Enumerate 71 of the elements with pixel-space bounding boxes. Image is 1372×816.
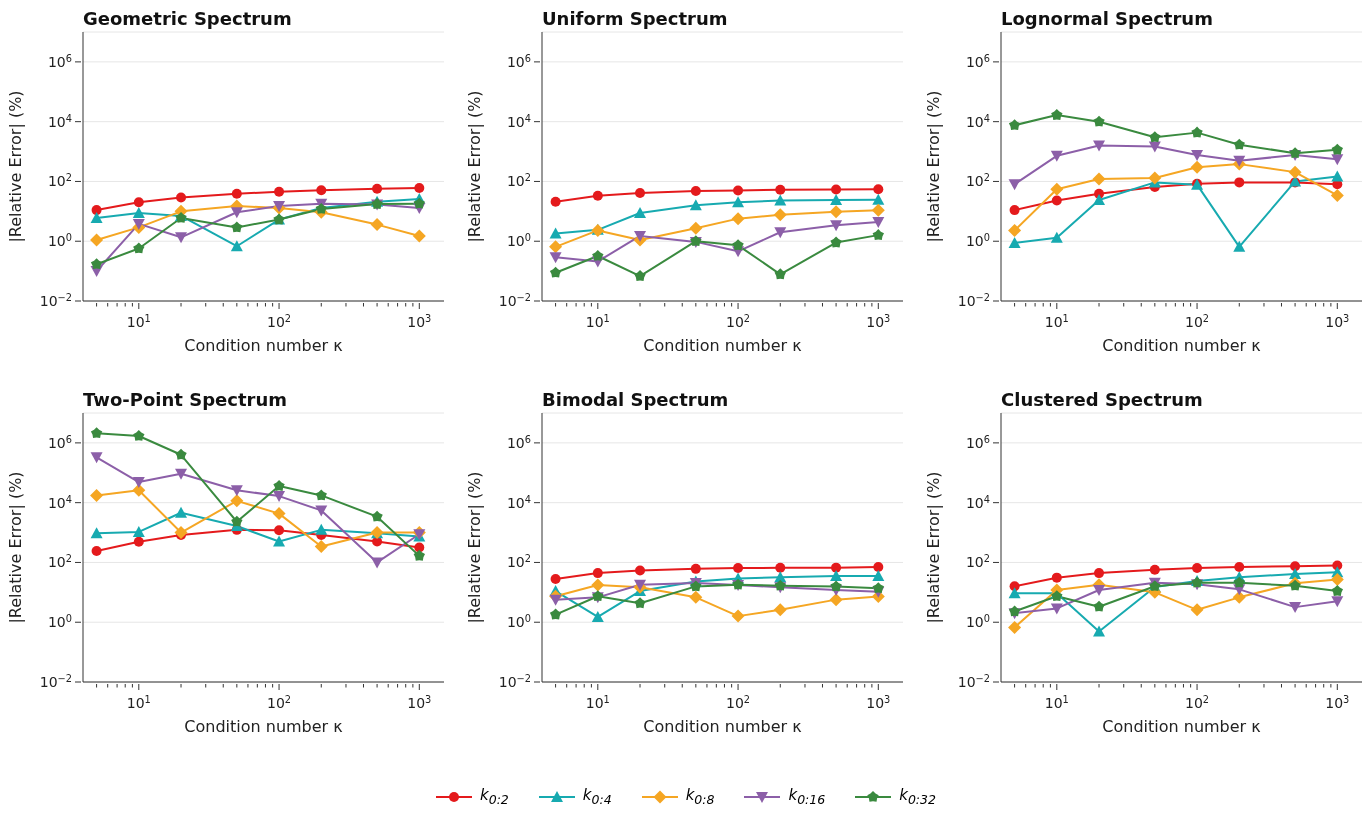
y-tick-label: 10$^{2}$ (965, 552, 990, 571)
legend-label: k$_{0:2}$ (480, 786, 509, 807)
y-tick-label: 10$^{0}$ (506, 612, 531, 631)
y-tick-label: 10$^{0}$ (47, 612, 72, 631)
x-tick-label: 10$^{3}$ (407, 312, 432, 330)
y-tick-label: 10$^{2}$ (506, 552, 531, 571)
y-axis-title: |Relative Error| (%) (923, 90, 943, 243)
y-tick-label: 10$^{−2}$ (498, 672, 531, 690)
x-tick-label: 10$^{2}$ (726, 312, 751, 330)
y-axis-title: |Relative Error| (%) (5, 90, 25, 243)
y-tick-label: 10$^{4}$ (965, 493, 990, 511)
y-tick-label: 10$^{4}$ (47, 493, 72, 511)
chart-title: Two-Point Spectrum (83, 389, 287, 410)
y-tick-label: 10$^{−2}$ (39, 672, 72, 690)
y-tick-label: 10$^{−2}$ (498, 291, 531, 309)
x-axis-title: Condition number κ (643, 717, 803, 736)
y-axis-title: |Relative Error| (%) (923, 471, 943, 624)
x-axis-title: Condition number κ (1102, 336, 1262, 355)
y-tick-label: 10$^{4}$ (47, 112, 72, 130)
x-axis-title: Condition number κ (184, 336, 344, 355)
y-tick-label: 10$^{6}$ (506, 433, 531, 451)
y-tick-label: 10$^{6}$ (965, 433, 990, 451)
x-tick-label: 10$^{1}$ (1044, 312, 1069, 330)
x-tick-label: 10$^{3}$ (407, 693, 432, 711)
legend-label: k$_{0:8}$ (685, 786, 715, 807)
y-tick-label: 10$^{0}$ (965, 231, 990, 250)
y-tick-label: 10$^{6}$ (47, 52, 72, 70)
x-tick-label: 10$^{1}$ (1044, 693, 1069, 711)
x-tick-label: 10$^{3}$ (866, 693, 891, 711)
x-axis-title: Condition number κ (643, 336, 803, 355)
y-tick-label: 10$^{4}$ (506, 112, 531, 130)
x-tick-label: 10$^{2}$ (267, 693, 292, 711)
y-tick-label: 10$^{2}$ (965, 171, 990, 190)
chart-title: Clustered Spectrum (1001, 389, 1203, 410)
y-tick-label: 10$^{4}$ (965, 112, 990, 130)
chart-title: Bimodal Spectrum (542, 389, 729, 410)
x-tick-label: 10$^{3}$ (1325, 312, 1350, 330)
y-tick-label: 10$^{2}$ (506, 171, 531, 190)
y-tick-label: 10$^{4}$ (506, 493, 531, 511)
x-axis-title: Condition number κ (1102, 717, 1262, 736)
y-tick-label: 10$^{0}$ (47, 231, 72, 250)
legend-label: k$_{0:4}$ (582, 786, 612, 807)
chart-title: Uniform Spectrum (542, 8, 728, 29)
x-tick-label: 10$^{1}$ (126, 312, 151, 330)
chart-title: Lognormal Spectrum (1001, 8, 1213, 29)
x-tick-label: 10$^{1}$ (585, 312, 610, 330)
y-tick-label: 10$^{0}$ (506, 231, 531, 250)
y-axis-title: |Relative Error| (%) (464, 90, 484, 243)
x-tick-label: 10$^{2}$ (1185, 312, 1210, 330)
x-tick-label: 10$^{3}$ (866, 312, 891, 330)
chart-title: Geometric Spectrum (83, 8, 292, 29)
x-axis-title: Condition number κ (184, 717, 344, 736)
x-tick-label: 10$^{1}$ (126, 693, 151, 711)
y-axis-title: |Relative Error| (%) (5, 471, 25, 624)
y-axis-title: |Relative Error| (%) (464, 471, 484, 624)
legend-label: k$_{0:16}$ (788, 786, 826, 807)
x-tick-label: 10$^{2}$ (726, 693, 751, 711)
y-tick-label: 10$^{−2}$ (957, 291, 990, 309)
x-tick-label: 10$^{3}$ (1325, 693, 1350, 711)
y-tick-label: 10$^{6}$ (506, 52, 531, 70)
y-tick-label: 10$^{6}$ (47, 433, 72, 451)
y-tick-label: 10$^{6}$ (965, 52, 990, 70)
x-tick-label: 10$^{2}$ (267, 312, 292, 330)
y-tick-label: 10$^{2}$ (47, 171, 72, 190)
y-tick-label: 10$^{2}$ (47, 552, 72, 571)
legend-label: k$_{0:32}$ (899, 786, 936, 807)
x-tick-label: 10$^{1}$ (585, 693, 610, 711)
y-tick-label: 10$^{−2}$ (957, 672, 990, 690)
y-tick-label: 10$^{−2}$ (39, 291, 72, 309)
y-tick-label: 10$^{0}$ (965, 612, 990, 631)
x-tick-label: 10$^{2}$ (1185, 693, 1210, 711)
